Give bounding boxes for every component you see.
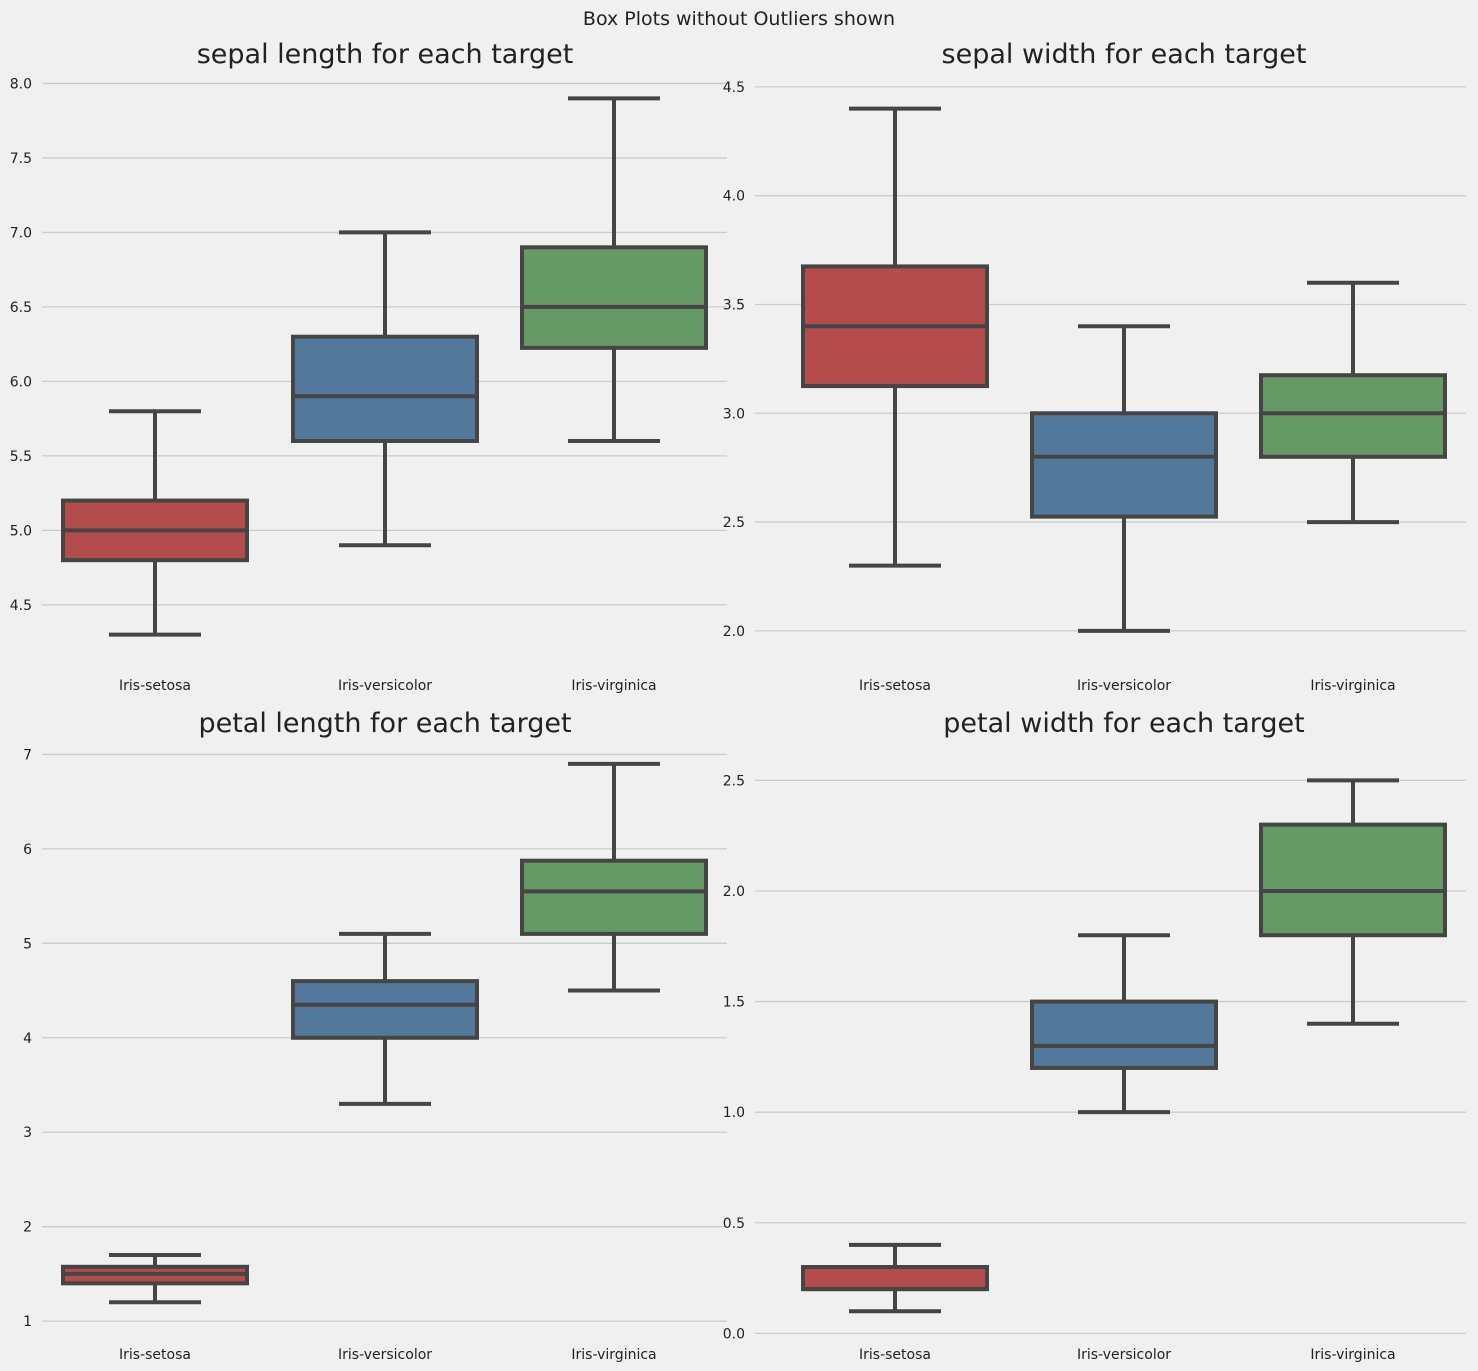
y-tick-label: 4	[23, 1031, 32, 1047]
y-tick-label: 2.0	[723, 624, 745, 640]
y-tick-label: 8.0	[10, 76, 32, 92]
y-tick-label: 1	[23, 1314, 32, 1330]
iqr-box	[801, 1265, 989, 1292]
x-tick-label: Iris-setosa	[119, 678, 191, 694]
y-tick-label: 4.5	[723, 80, 745, 96]
x-tick-label: Iris-setosa	[119, 1347, 191, 1363]
panel-petal-length: petal length for each target 1 2 3 4 5 6 7 Iris…	[23, 708, 727, 1363]
x-tick-label: Iris-virginica	[571, 678, 656, 694]
x-tick-label: Iris-setosa	[859, 678, 931, 694]
iqr-box	[291, 979, 479, 1040]
box-iris-virginica	[1259, 280, 1447, 525]
x-tick-label: Iris-virginica	[1310, 678, 1395, 694]
x-tick-label: Iris-virginica	[1310, 1347, 1395, 1363]
y-tick-label: 6	[23, 842, 32, 858]
box-iris-virginica	[1259, 778, 1447, 1026]
box-iris-virginica	[520, 96, 708, 443]
box-iris-versicolor	[291, 230, 479, 548]
panel-title: sepal width for each target	[942, 39, 1307, 70]
iqr-box	[520, 245, 708, 350]
iqr-box	[520, 858, 708, 936]
panel-petal-width: petal width for each target 0.0 0.5 1.0 1.5…	[723, 708, 1466, 1363]
panel-title: sepal length for each target	[197, 39, 574, 70]
x-tick-label: Iris-versicolor	[1077, 1347, 1171, 1363]
iqr-box	[1259, 822, 1447, 938]
y-tick-label: 5	[23, 936, 32, 952]
box-iris-setosa	[801, 106, 989, 568]
y-tick-label: 5.5	[10, 449, 32, 465]
y-tick-label: 4.0	[723, 189, 745, 205]
y-tick-label: 2.0	[723, 884, 745, 900]
x-tick-label: Iris-virginica	[571, 1347, 656, 1363]
y-tick-label: 2	[23, 1220, 32, 1236]
x-tick-label: Iris-versicolor	[338, 678, 432, 694]
y-tick-label: 2.5	[723, 515, 745, 531]
box-iris-versicolor	[1030, 324, 1218, 633]
box-iris-versicolor	[1030, 933, 1218, 1115]
y-tick-label: 3.5	[723, 297, 745, 313]
y-tick-label: 6.0	[10, 374, 32, 390]
y-tick-label: 7.0	[10, 225, 32, 241]
box-iris-setosa	[61, 409, 249, 637]
y-tick-label: 3.0	[723, 406, 745, 422]
box-iris-setosa	[801, 1242, 989, 1314]
panel-title: petal length for each target	[198, 708, 571, 739]
y-tick-label: 7	[23, 747, 32, 763]
x-tick-label: Iris-versicolor	[1077, 678, 1171, 694]
x-tick-label: Iris-versicolor	[338, 1347, 432, 1363]
y-tick-label: 5.0	[10, 523, 32, 539]
iqr-box	[1030, 999, 1218, 1070]
iqr-box	[1030, 411, 1218, 519]
figure-suptitle: Box Plots without Outliers shown	[583, 8, 895, 30]
box-iris-versicolor	[291, 931, 479, 1106]
panel-sepal-width: sepal width for each target 2.0 2.5 3.0 3.5…	[723, 39, 1466, 694]
iqr-box	[291, 334, 479, 443]
box-iris-setosa	[61, 1253, 249, 1305]
y-tick-label: 0.0	[723, 1326, 745, 1342]
y-tick-label: 0.5	[723, 1216, 745, 1232]
y-tick-label: 2.5	[723, 773, 745, 789]
y-tick-label: 1.0	[723, 1105, 745, 1121]
y-tick-label: 4.5	[10, 598, 32, 614]
panel-title: petal width for each target	[943, 708, 1304, 739]
box-iris-virginica	[520, 761, 708, 993]
iqr-box	[1259, 373, 1447, 459]
y-tick-label: 6.5	[10, 300, 32, 316]
y-tick-label: 1.5	[723, 995, 745, 1011]
x-tick-label: Iris-setosa	[859, 1347, 931, 1363]
y-tick-label: 7.5	[10, 151, 32, 167]
y-tick-label: 3	[23, 1125, 32, 1141]
panel-sepal-length: sepal length for each target 4.5 5.0 5.5 6.…	[10, 39, 727, 694]
